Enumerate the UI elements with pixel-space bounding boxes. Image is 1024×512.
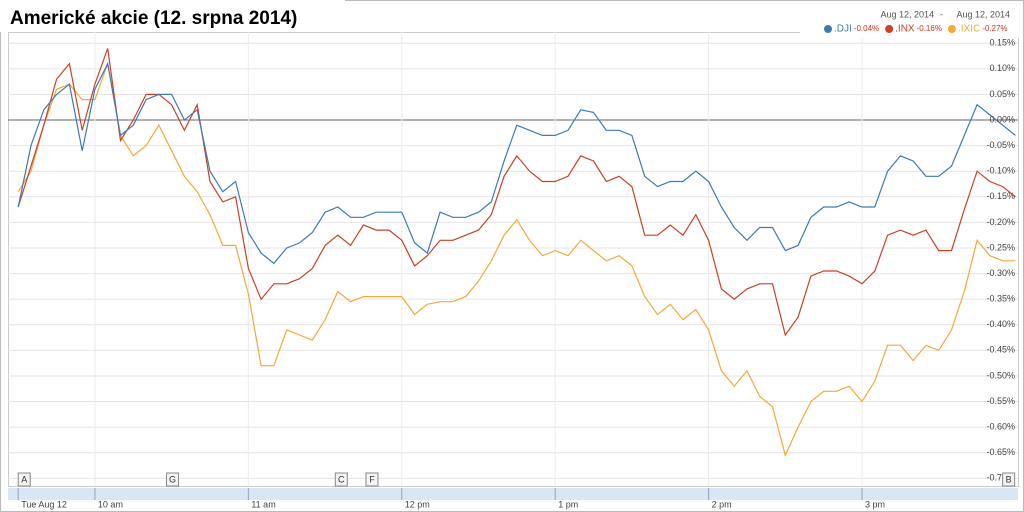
date-end: Aug 12, 2014 (956, 9, 1010, 19)
y-tick-label: -0.45% (986, 345, 1015, 355)
legend-name: .IXIC (958, 24, 980, 35)
y-tick-label: 0.15% (989, 38, 1015, 48)
time-strip (8, 488, 1018, 500)
legend: .DJI -0.04% .INX -0.16% .IXIC -0.27% (824, 24, 1008, 35)
x-tick-label: 12 pm (405, 499, 430, 509)
lines (17, 48, 1016, 458)
legend-change: -0.16% (917, 24, 942, 33)
annotation-label: G (169, 474, 176, 484)
y-tick-label: 0.10% (989, 63, 1015, 73)
annotation-flag (17, 472, 31, 487)
y-tick-label: -0.10% (986, 166, 1015, 176)
y-tick-label: -0.35% (986, 294, 1015, 304)
y-tick-label: 0.00% (989, 114, 1015, 124)
plot-border (8, 32, 1019, 487)
annotation-flag (334, 472, 348, 487)
chart-title: Americké akcie (12. srpna 2014) (10, 8, 297, 29)
grid (8, 32, 1018, 486)
legend-marker (885, 25, 894, 33)
legend-change: -0.04% (854, 24, 879, 33)
annotation-label: A (21, 474, 27, 484)
y-tick-label: -0.55% (986, 396, 1015, 406)
title-bg (0, 0, 345, 32)
series-line (17, 61, 1016, 265)
y-tick-label: -0.30% (986, 268, 1015, 278)
legend-marker (824, 25, 832, 33)
legend-marker (947, 25, 956, 33)
date-separator: - (940, 9, 943, 19)
date-start: Aug 12, 2014 (880, 9, 934, 19)
y-tick-label: -0.50% (986, 370, 1015, 380)
y-tick-label: -0.20% (986, 217, 1015, 227)
annotation-label: C (338, 474, 345, 484)
x-tick-label: Tue Aug 12 (21, 499, 67, 509)
annotation-label: F (369, 474, 375, 484)
y-tick-label: -0.15% (986, 191, 1015, 201)
x-tick-label: 11 am (251, 499, 275, 509)
annotation-flag (1002, 472, 1016, 487)
x-tick-label: 10 am (98, 499, 123, 509)
y-tick-label: -0.70% (986, 473, 1015, 483)
y-tick-label: -0.05% (986, 140, 1015, 150)
series-line (17, 61, 1016, 458)
y-tick-label: -0.25% (986, 242, 1015, 252)
annotation-label: B (1006, 474, 1012, 484)
annotation-flag (365, 472, 379, 487)
annotation-flag (166, 472, 180, 487)
x-tick-label: 2 pm (712, 499, 732, 509)
y-tick-label: 0.05% (989, 89, 1015, 99)
legend-change: -0.27% (982, 24, 1007, 33)
y-tick-label: -0.60% (986, 422, 1015, 432)
y-tick-label: -0.40% (986, 319, 1015, 329)
x-tick-label: 1 pm (558, 499, 578, 509)
legend-name: .DJI (834, 24, 852, 35)
ticks: 0.15% 0.10% 0.05% 0.00% -0.05% -0.10% -0.15% -0… (17, 38, 1016, 509)
series-line (17, 48, 1016, 337)
legend-bg (800, 4, 1020, 38)
y-tick-label: -0.65% (986, 447, 1015, 457)
legend-name: .INX (895, 24, 915, 35)
x-tick-label: 3 pm (865, 499, 885, 509)
